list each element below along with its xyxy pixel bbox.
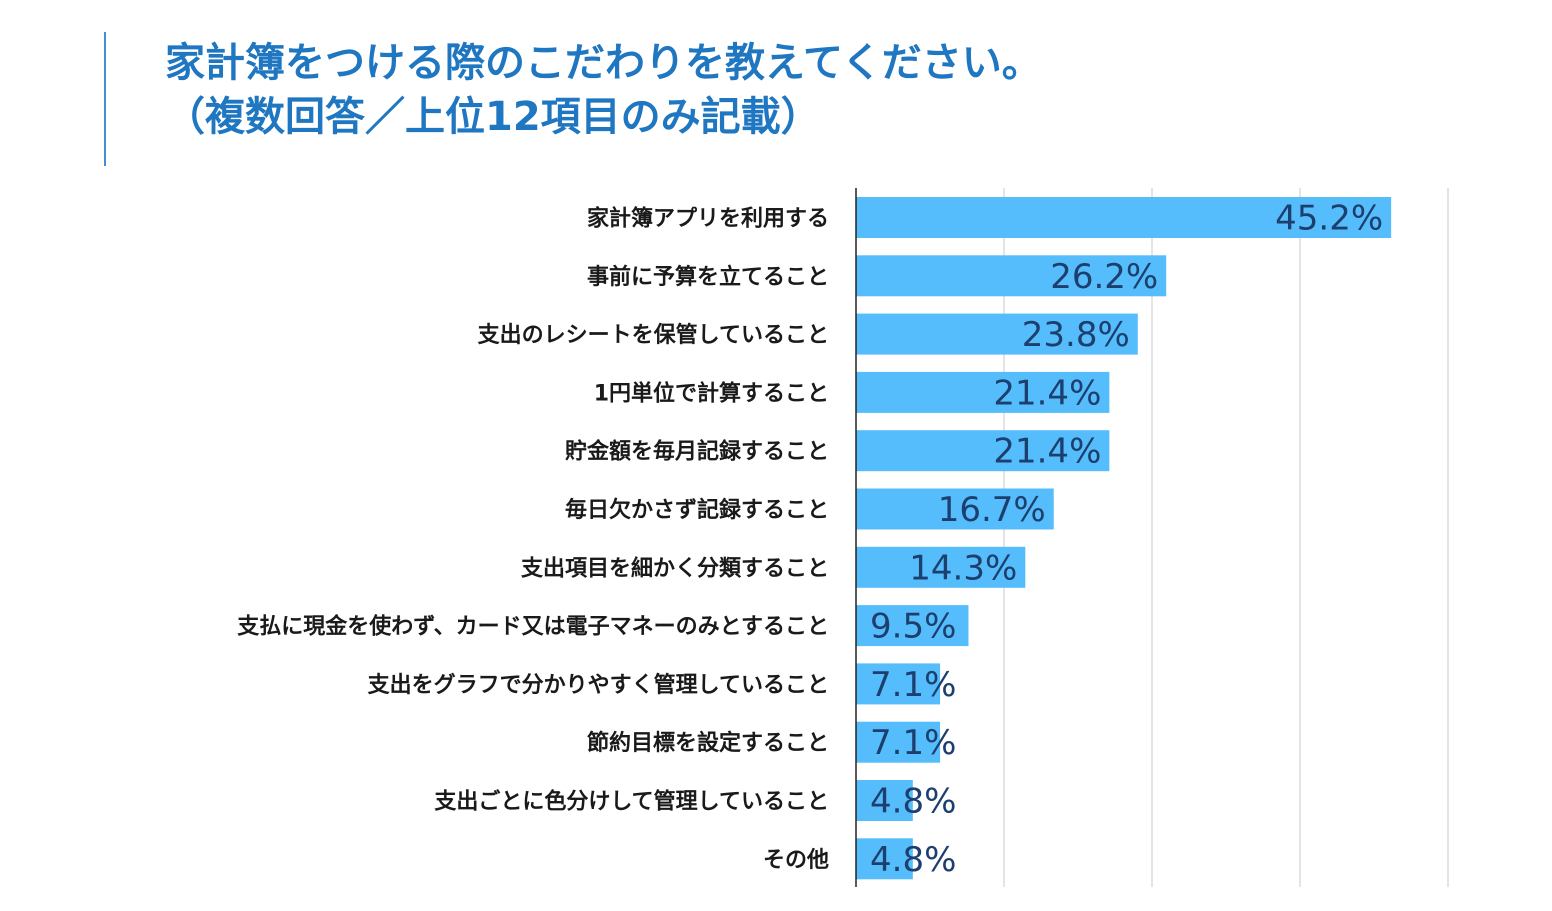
bar-11 bbox=[856, 780, 913, 821]
value-label-2: 26.2% bbox=[1050, 257, 1158, 297]
category-label-1: 家計簿アプリを利用する bbox=[587, 206, 829, 232]
category-label-6: 毎日欠かさず記録すること bbox=[565, 497, 829, 523]
bar-12 bbox=[856, 838, 913, 880]
chart-title-line2: （複数回答／上位12項目のみ記載） bbox=[165, 94, 821, 140]
value-label-5: 21.4% bbox=[993, 432, 1101, 472]
value-label-9: 7.1% bbox=[870, 665, 956, 705]
value-label-6: 16.7% bbox=[938, 490, 1046, 530]
category-label-5: 貯金額を毎月記録すること bbox=[565, 439, 829, 465]
chart-title-line1: 家計簿をつける際のこだわりを教えてください。 bbox=[165, 40, 1042, 86]
value-label-8: 9.5% bbox=[870, 607, 956, 647]
bar-3 bbox=[856, 313, 1138, 355]
bar-1 bbox=[856, 197, 1392, 238]
title-accent-line bbox=[104, 32, 106, 166]
bar-9 bbox=[856, 663, 941, 705]
bar-4 bbox=[856, 371, 1110, 413]
value-label-7: 14.3% bbox=[909, 548, 1017, 588]
bar-10 bbox=[856, 721, 941, 763]
category-label-3: 支出のレシートを保管していること bbox=[478, 322, 829, 348]
bar-5 bbox=[856, 430, 1110, 472]
value-label-1: 45.2% bbox=[1275, 199, 1383, 239]
category-label-8: 支払に現金を使わず、カード又は電子マネーのみとすること bbox=[237, 614, 829, 640]
bar-8 bbox=[856, 605, 969, 647]
value-label-10: 7.1% bbox=[870, 723, 956, 763]
bar-7 bbox=[856, 546, 1026, 588]
category-label-4: 1円単位で計算すること bbox=[594, 380, 829, 406]
value-label-3: 23.8% bbox=[1022, 315, 1130, 355]
value-label-4: 21.4% bbox=[993, 373, 1101, 413]
value-label-11: 4.8% bbox=[870, 782, 956, 822]
bar-2 bbox=[856, 255, 1167, 297]
bar-6 bbox=[856, 488, 1054, 530]
category-label-2: 事前に予算を立てること bbox=[587, 264, 829, 290]
category-label-11: 支出ごとに色分けして管理していること bbox=[434, 789, 829, 815]
category-label-9: 支出をグラフで分かりやすく管理していること bbox=[368, 672, 829, 698]
value-label-12: 4.8% bbox=[870, 840, 956, 880]
category-label-12: その他 bbox=[763, 848, 829, 873]
category-label-7: 支出項目を細かく分類すること bbox=[521, 555, 829, 581]
chart-title: 家計簿をつける際のこだわりを教えてください。 （複数回答／上位12項目のみ記載） bbox=[165, 36, 1042, 144]
category-label-10: 節約目標を設定すること bbox=[587, 730, 829, 756]
